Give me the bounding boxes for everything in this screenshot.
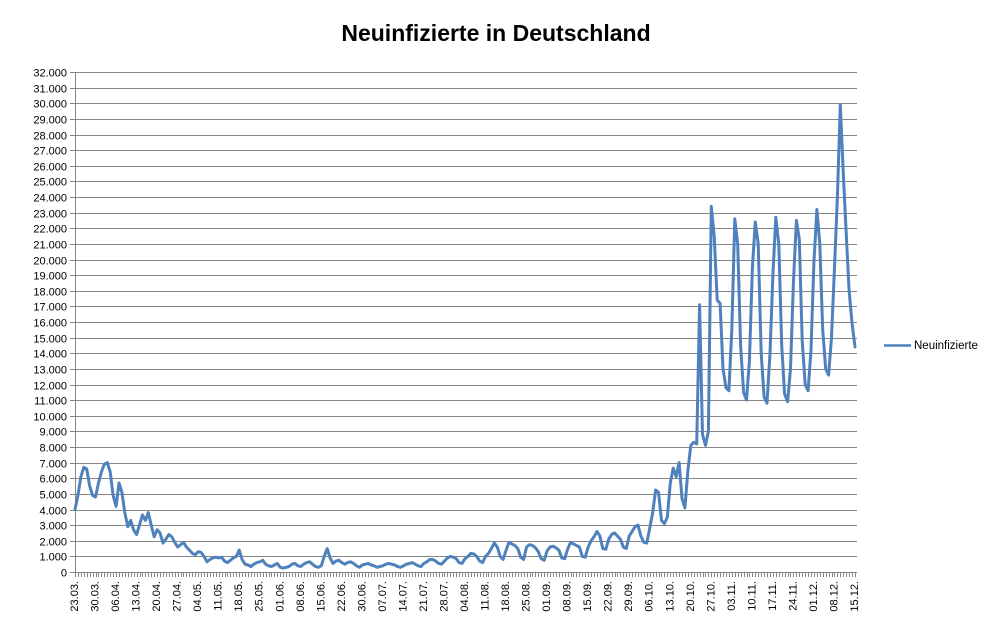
y-tick-label: 20.000 [33, 256, 67, 268]
x-tick-label: 23.03. [69, 581, 81, 612]
y-tick-label: 9.000 [39, 427, 67, 439]
y-tick-label: 11.000 [34, 396, 67, 408]
y-tick-label: 23.000 [33, 209, 67, 221]
y-tick-label: 10.000 [33, 412, 67, 424]
y-tick-label: 18.000 [33, 287, 67, 299]
x-tick-label: 15.12. [849, 581, 861, 612]
legend: Neuinfizierte [884, 340, 978, 352]
x-tick-label: 08.09. [562, 581, 574, 612]
y-tick-label: 6.000 [39, 474, 67, 486]
y-tick-label: 4.000 [39, 506, 67, 518]
x-tick-label: 24.11. [787, 581, 799, 611]
y-tick-label: 12.000 [33, 381, 67, 393]
x-tick-label: 11.08. [480, 581, 492, 611]
x-tick-label: 01.09. [541, 581, 553, 612]
x-tick-label: 13.04. [131, 581, 143, 612]
x-tick-label: 14.07. [397, 581, 409, 612]
y-tick-label: 22.000 [33, 224, 67, 236]
series-line-neuinfizierte [73, 103, 857, 570]
y-tick-label: 15.000 [33, 334, 67, 346]
x-tick-label: 08.06. [295, 581, 307, 612]
y-axis: 0 1.000 2.000 3.000 4.000 5.000 6.000 7.000 8.00… [33, 68, 77, 580]
y-tick-label: 28.000 [33, 131, 67, 143]
y-tick-label: 19.000 [33, 271, 67, 283]
x-tick-label: 27.10. [705, 581, 717, 612]
x-tick-label: 29.09. [623, 581, 635, 612]
y-axis-line [70, 71, 77, 574]
x-tick-label: 13.10. [664, 581, 676, 612]
y-tick-label: 24.000 [33, 193, 67, 205]
x-tick-label: 01.06. [274, 581, 286, 612]
y-tick-label: 14.000 [33, 349, 67, 361]
x-tick-label: 21.07. [418, 581, 430, 612]
x-tick-label: 18.08. [500, 581, 512, 612]
x-tick-label: 15.09. [582, 581, 594, 612]
x-tick-label: 20.10. [685, 581, 697, 612]
x-tick-label: 08.12. [829, 581, 841, 612]
chart-title: Neuinfizierte in Deutschland [341, 20, 650, 46]
x-tick-label: 04.05. [192, 581, 204, 612]
y-tick-label: 31.000 [33, 84, 67, 96]
y-tick-label: 5.000 [39, 490, 67, 502]
x-tick-label: 17.11. [767, 581, 779, 611]
y-tick-label: 27.000 [33, 146, 67, 158]
x-tick-label: 25.08. [521, 581, 533, 612]
x-tick-label: 01.12. [808, 581, 820, 612]
x-tick-label: 10.11. [746, 581, 758, 611]
legend-label: Neuinfizierte [914, 340, 978, 352]
x-tick-label: 22.06. [336, 581, 348, 612]
y-tick-label: 8.000 [39, 443, 67, 455]
y-tick-label: 7.000 [39, 459, 67, 471]
y-tick-label: 29.000 [33, 115, 67, 127]
y-tick-label: 16.000 [33, 318, 67, 330]
x-tick-label: 28.07. [439, 581, 451, 612]
x-tick-label: 04.08. [459, 581, 471, 612]
y-tick-label: 2.000 [39, 537, 67, 549]
x-tick-label: 18.05. [233, 581, 245, 612]
y-tick-label: 25.000 [33, 177, 67, 189]
y-tick-label: 26.000 [33, 162, 67, 174]
x-tick-label: 15.06. [315, 581, 327, 612]
x-tick-label: 27.04. [172, 581, 184, 612]
x-axis: 23.03. 30.03. 06.04. 13.04. 20.04. 27.04. 04.0… [69, 572, 861, 612]
x-tick-label: 07.07. [377, 581, 389, 612]
y-tick-label: 0 [61, 568, 67, 580]
x-tick-label: 06.04. [110, 581, 122, 612]
y-tick-label: 13.000 [33, 365, 67, 377]
y-tick-label: 17.000 [33, 302, 67, 314]
x-tick-label: 11.05. [213, 581, 225, 611]
x-tick-label: 30.06. [356, 581, 368, 612]
y-tick-label: 1.000 [39, 552, 67, 564]
y-tick-label: 32.000 [33, 68, 67, 80]
x-tick-label: 06.10. [644, 581, 656, 612]
y-tick-label: 3.000 [39, 521, 67, 533]
x-tick-label: 25.05. [254, 581, 266, 612]
x-tick-label: 20.04. [151, 581, 163, 612]
x-tick-label: 30.03. [90, 581, 102, 612]
y-tick-label: 30.000 [33, 99, 67, 111]
y-tick-label: 21.000 [33, 240, 67, 252]
x-tick-label: 03.11. [726, 581, 738, 611]
x-tick-label: 22.09. [603, 581, 615, 612]
x-axis-line [75, 572, 857, 577]
